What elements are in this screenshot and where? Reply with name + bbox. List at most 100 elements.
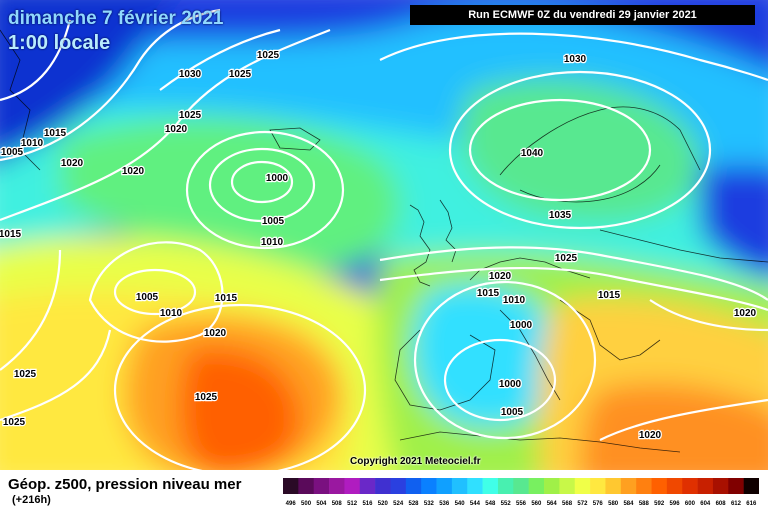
forecast-offset: (+216h): [12, 494, 51, 506]
legend-value: 568: [562, 501, 573, 507]
legend-swatch: [697, 478, 714, 494]
legend-swatch: [344, 478, 361, 494]
legend-value: 608: [716, 501, 727, 507]
isobar-label: 1035: [549, 210, 572, 221]
legend-swatch: [528, 478, 545, 494]
isobar-label: 1015: [477, 288, 500, 299]
isobar-label: 1020: [122, 166, 145, 177]
legend-swatch: [497, 478, 514, 494]
legend-swatch: [605, 478, 622, 494]
legend-swatch: [421, 478, 437, 494]
legend-swatch: [544, 478, 560, 494]
isobar-label: 1020: [165, 124, 188, 135]
legend-swatch: [375, 478, 391, 494]
legend-value: 532: [424, 501, 435, 507]
legend-value: 528: [409, 501, 420, 507]
legend-swatch: [636, 478, 652, 494]
legend-value: 508: [332, 501, 343, 507]
isobar-labels: 1025 1030 1025 1030 1025 1020 1015 1010 …: [0, 49, 758, 443]
legend-value: 588: [639, 501, 650, 507]
legend-value: 524: [393, 501, 404, 507]
isobar-label: 1000: [499, 379, 522, 390]
isobar-label: 1010: [21, 138, 44, 149]
legend-value: 544: [470, 501, 481, 507]
forecast-time: 1:00 locale: [8, 32, 111, 54]
isobar-label: 1000: [266, 173, 289, 184]
isobars: [0, 8, 768, 470]
isobar-label: 1015: [598, 290, 621, 301]
legend-swatch: [467, 478, 483, 494]
legend-swatch: [359, 478, 376, 494]
legend-swatch: [313, 478, 330, 494]
isobar-label: 1025: [195, 392, 218, 403]
isobar-label: 1015: [0, 229, 22, 240]
model-run-info: Run ECMWF 0Z du vendredi 29 janvier 2021: [410, 5, 755, 25]
isobar-label: 1005: [136, 292, 159, 303]
legend-value: 560: [531, 501, 542, 507]
isobar-label: 1020: [204, 328, 227, 339]
legend-swatch: [559, 478, 576, 494]
legend-value: 552: [501, 501, 512, 507]
isobar-label: 1005: [262, 216, 285, 227]
legend-value: 556: [516, 501, 527, 507]
isobar-label: 1025: [14, 369, 37, 380]
legend-swatch: [482, 478, 499, 494]
isobar-label: 1000: [510, 320, 533, 331]
legend-swatch: [574, 478, 591, 494]
legend-value: 580: [608, 501, 619, 507]
isobar-label: 1025: [179, 110, 202, 121]
isobar-label: 1020: [61, 158, 84, 169]
legend-value: 596: [670, 501, 681, 507]
legend-value: 572: [577, 501, 588, 507]
copyright: Copyright 2021 Meteociel.fr: [350, 456, 481, 467]
legend-value: 616: [746, 501, 757, 507]
isobar-label: 1020: [639, 430, 662, 441]
legend-swatch: [436, 478, 453, 494]
isobar-label: 1030: [564, 54, 587, 65]
color-legend: 496 500 504 508 512 516 520 524 528 532 536 540 544 5…: [283, 478, 759, 507]
coastlines: [0, 29, 768, 453]
isobar-label: 1030: [179, 69, 202, 80]
isobar-label: 1020: [734, 308, 757, 319]
isobar-label: 1040: [521, 148, 544, 159]
legend-value: 576: [593, 501, 604, 507]
legend-value: 604: [700, 501, 711, 507]
isobar-label: 1005: [1, 147, 24, 158]
legend-swatch: [283, 478, 299, 494]
legend-value: 516: [362, 501, 373, 507]
legend-swatch: [390, 478, 407, 494]
isobar-label: 1025: [3, 417, 26, 428]
forecast-date: dimanche 7 février 2021: [8, 8, 224, 29]
isobar-label: 1005: [501, 407, 524, 418]
legend-value: 504: [316, 501, 327, 507]
legend-swatch: [666, 478, 683, 494]
map-title: Géop. z500, pression niveau mer: [8, 476, 242, 493]
isobar-label: 1010: [160, 308, 183, 319]
legend-swatch: [298, 478, 314, 494]
legend-swatch: [743, 478, 759, 494]
isobar-label: 1015: [215, 293, 238, 304]
isobar-label: 1025: [555, 253, 578, 264]
isobar-label: 1020: [489, 271, 512, 282]
legend-value: 540: [455, 501, 466, 507]
legend-swatch: [590, 478, 606, 494]
legend-swatch: [651, 478, 668, 494]
legend-value: 520: [378, 501, 389, 507]
legend-swatch: [712, 478, 729, 494]
isobar-label: 1025: [229, 69, 252, 80]
legend-swatch: [620, 478, 637, 494]
legend-value: 564: [547, 501, 558, 507]
isobar-label: 1025: [257, 50, 280, 61]
legend-value: 592: [654, 501, 665, 507]
legend-swatch: [513, 478, 529, 494]
legend-value: 584: [623, 501, 634, 507]
legend-swatch: [329, 478, 345, 494]
legend-value: 496: [286, 501, 297, 507]
isobar-label: 1010: [503, 295, 526, 306]
legend-value: 500: [301, 501, 312, 507]
legend-swatch: [405, 478, 422, 494]
isobar-label: 1015: [44, 128, 67, 139]
legend-value: 536: [439, 501, 450, 507]
legend-value: 548: [485, 501, 496, 507]
legend-value: 512: [347, 501, 358, 507]
